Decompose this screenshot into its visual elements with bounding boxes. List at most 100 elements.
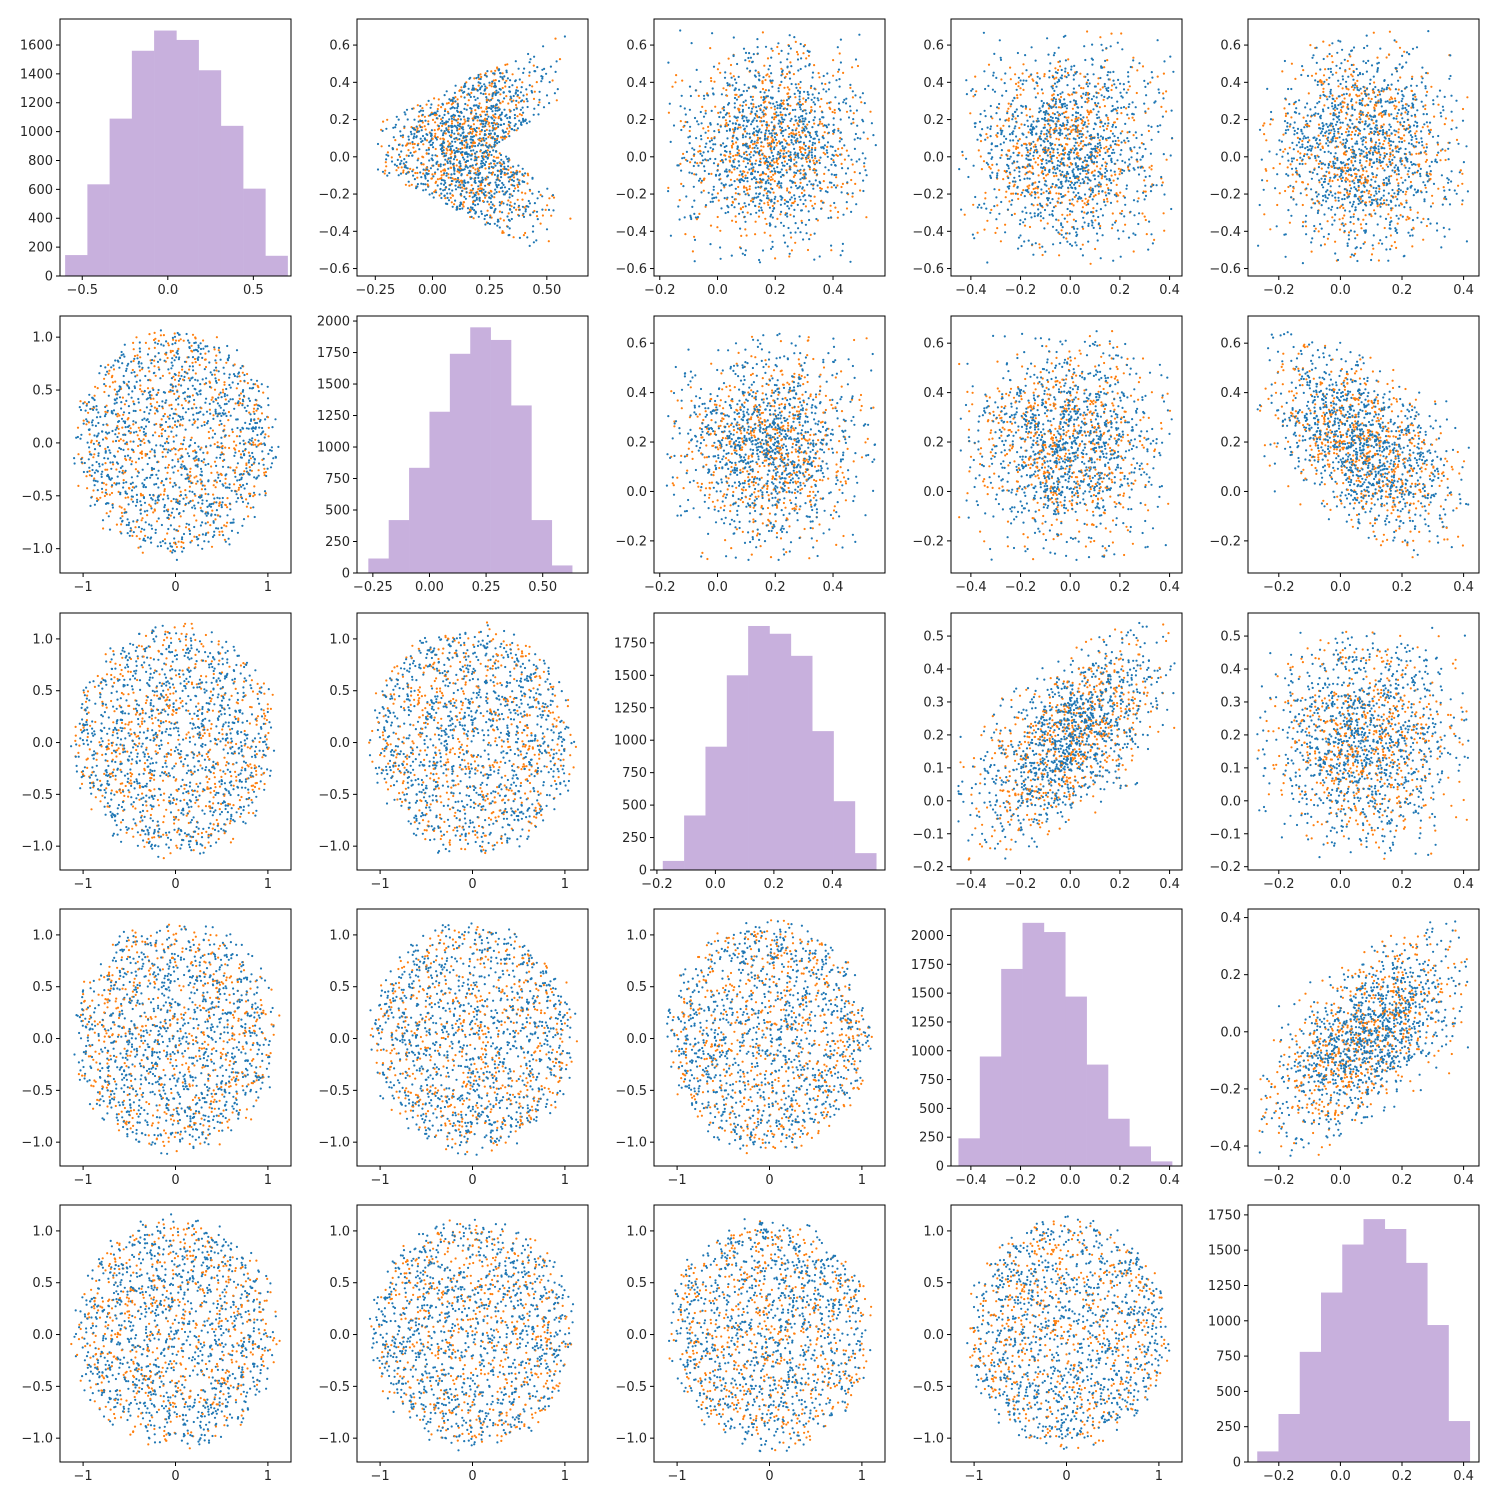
- scatter-point: [724, 149, 727, 153]
- scatter-point-series-a: [420, 140, 423, 143]
- scatter-point-series-b: [793, 158, 796, 161]
- scatter-point-series-a: [462, 85, 466, 89]
- scatter-point: [470, 138, 473, 141]
- scatter-point: [521, 99, 524, 102]
- scatter-point-series-a: [444, 186, 448, 189]
- scatter-point-series-a: [984, 115, 987, 118]
- scatter-point-series-a: [1045, 190, 1048, 193]
- scatter-point-series-a: [481, 176, 484, 179]
- scatter-point-series-a: [728, 83, 731, 86]
- scatter-point-series-a: [1121, 168, 1124, 172]
- scatter-point: [450, 150, 453, 153]
- scatter-point-series-a: [780, 99, 783, 102]
- scatter-point-series-a: [472, 202, 475, 206]
- scatter-point-series-a: [499, 168, 502, 171]
- scatter-point-series-a: [1004, 231, 1007, 234]
- scatter-point-series-a: [434, 154, 437, 157]
- scatter-point-series-b: [841, 182, 845, 185]
- scatter-point: [837, 129, 840, 132]
- scatter-point-series-a: [824, 166, 827, 169]
- scatter-point: [804, 125, 807, 128]
- scatter-point-series-b: [450, 201, 453, 204]
- scatter-point-series-b: [762, 101, 765, 104]
- scatter-point-series-a: [440, 149, 444, 153]
- scatter-point-series-a: [754, 69, 757, 72]
- scatter-point-series-b: [736, 154, 739, 157]
- scatter-point: [1126, 113, 1129, 116]
- scatter-point-series-a: [507, 160, 510, 163]
- scatter-point-series-a: [1034, 242, 1037, 245]
- scatter-point-series-a: [538, 90, 541, 93]
- scatter-point-series-a: [760, 141, 763, 144]
- scatter-point-series-a: [439, 122, 442, 125]
- scatter-point: [1039, 211, 1042, 214]
- scatter-point-series-a: [1070, 181, 1073, 184]
- scatter-point-series-a: [1043, 149, 1047, 152]
- scatter-point: [482, 123, 485, 126]
- scatter-point-series-b: [787, 150, 790, 153]
- scatter-point-series-b: [799, 150, 803, 154]
- scatter-point-series-a: [777, 180, 781, 183]
- scatter-point-series-a: [386, 174, 389, 177]
- scatter-point-series-a: [1025, 157, 1028, 160]
- scatter-point-series-a: [1101, 214, 1104, 217]
- scatter-point-series-a: [1074, 241, 1077, 244]
- scatter-point-series-b: [767, 177, 771, 180]
- scatter-point-series-a: [1103, 85, 1106, 88]
- scatter-point-series-a: [1143, 198, 1146, 201]
- scatter-point-series-a: [1040, 130, 1043, 133]
- scatter-point-series-b: [485, 141, 488, 145]
- scatter-point: [703, 177, 706, 180]
- scatter-point-series-a: [481, 125, 484, 128]
- scatter-point-series-a: [474, 155, 477, 158]
- scatter-point-series-a: [1002, 141, 1006, 144]
- scatter-point-series-a: [528, 120, 531, 123]
- scatter-point: [714, 105, 717, 108]
- scatter-point-series-a: [837, 68, 841, 71]
- scatter-point: [978, 120, 982, 123]
- scatter-point-series-a: [1011, 180, 1015, 183]
- scatter-point: [770, 247, 773, 250]
- scatter-point-series-a: [1037, 185, 1040, 188]
- scatter-point-series-a: [443, 113, 446, 116]
- scatter-point-series-a: [483, 217, 486, 221]
- scatter-point-series-b: [1031, 167, 1034, 170]
- scatter-point-series-a: [1067, 74, 1070, 77]
- scatter-point-series-a: [1074, 186, 1077, 189]
- histogram-bar: [131, 50, 155, 276]
- scatter-point: [1062, 163, 1065, 166]
- scatter-point-series-a: [508, 85, 511, 89]
- scatter-point-series-a: [690, 217, 693, 221]
- scatter-point-series-b: [516, 185, 520, 189]
- scatter-point-series-a: [1032, 154, 1035, 157]
- scatter-point: [1107, 192, 1110, 195]
- scatter-point-series-b: [765, 192, 768, 195]
- scatter-point-series-a: [405, 161, 408, 164]
- scatter-point-series-b: [1087, 122, 1090, 125]
- scatter-point-series-a: [773, 105, 776, 108]
- scatter-point-series-b: [763, 161, 766, 164]
- scatter-point-series-a: [770, 56, 773, 59]
- scatter-point-series-a: [693, 148, 696, 151]
- scatter-point-series-b: [826, 186, 829, 189]
- scatter-point-series-a: [784, 113, 787, 116]
- scatter-point: [1060, 152, 1063, 156]
- scatter-point-series-a: [1170, 109, 1173, 112]
- scatter-point-series-a: [439, 188, 442, 191]
- scatter-point-series-a: [713, 196, 716, 199]
- scatter-point-series-a: [1147, 248, 1150, 251]
- scatter-point: [1057, 46, 1060, 49]
- scatter-point-series-a: [488, 167, 491, 170]
- scatter-point-series-a: [744, 135, 747, 138]
- scatter-point: [434, 147, 437, 151]
- scatter-point-series-b: [725, 121, 728, 125]
- scatter-point-series-a: [1082, 116, 1085, 119]
- scatter-point-series-a: [1096, 116, 1099, 120]
- scatter-point-series-b: [464, 120, 467, 123]
- scatter-point-series-a: [476, 203, 480, 206]
- scatter-point-series-a: [733, 165, 736, 168]
- scatter-point-series-a: [802, 202, 805, 206]
- scatter-point-series-b: [1099, 224, 1102, 228]
- scatter-point-series-a: [513, 108, 516, 111]
- scatter-point: [837, 210, 840, 214]
